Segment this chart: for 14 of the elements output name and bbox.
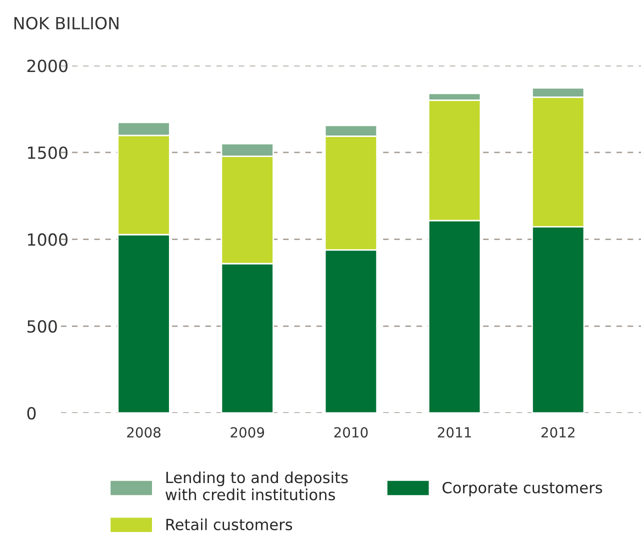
x-tick-label: 2012 <box>541 427 574 438</box>
y-tick-label: 1500 <box>28 146 68 160</box>
y-tick-label: 500 <box>27 320 57 333</box>
legend-label: Retail customers <box>166 518 292 530</box>
x-tick-label: 2011 <box>438 427 471 438</box>
x-tick-label: 2010 <box>334 427 368 438</box>
y-tick-label: 2000 <box>27 60 68 72</box>
legend-label: Lending to and deposits with credit institutions <box>166 471 348 500</box>
y-tick-label: 1000 <box>28 233 68 246</box>
legend-label: Corporate customers <box>442 482 602 496</box>
x-tick-label: 2008 <box>127 427 160 438</box>
y-tick-label: 0 <box>27 406 36 420</box>
y-axis-title: NOK BILLION <box>14 16 118 30</box>
x-tick-label: 2009 <box>230 427 264 438</box>
